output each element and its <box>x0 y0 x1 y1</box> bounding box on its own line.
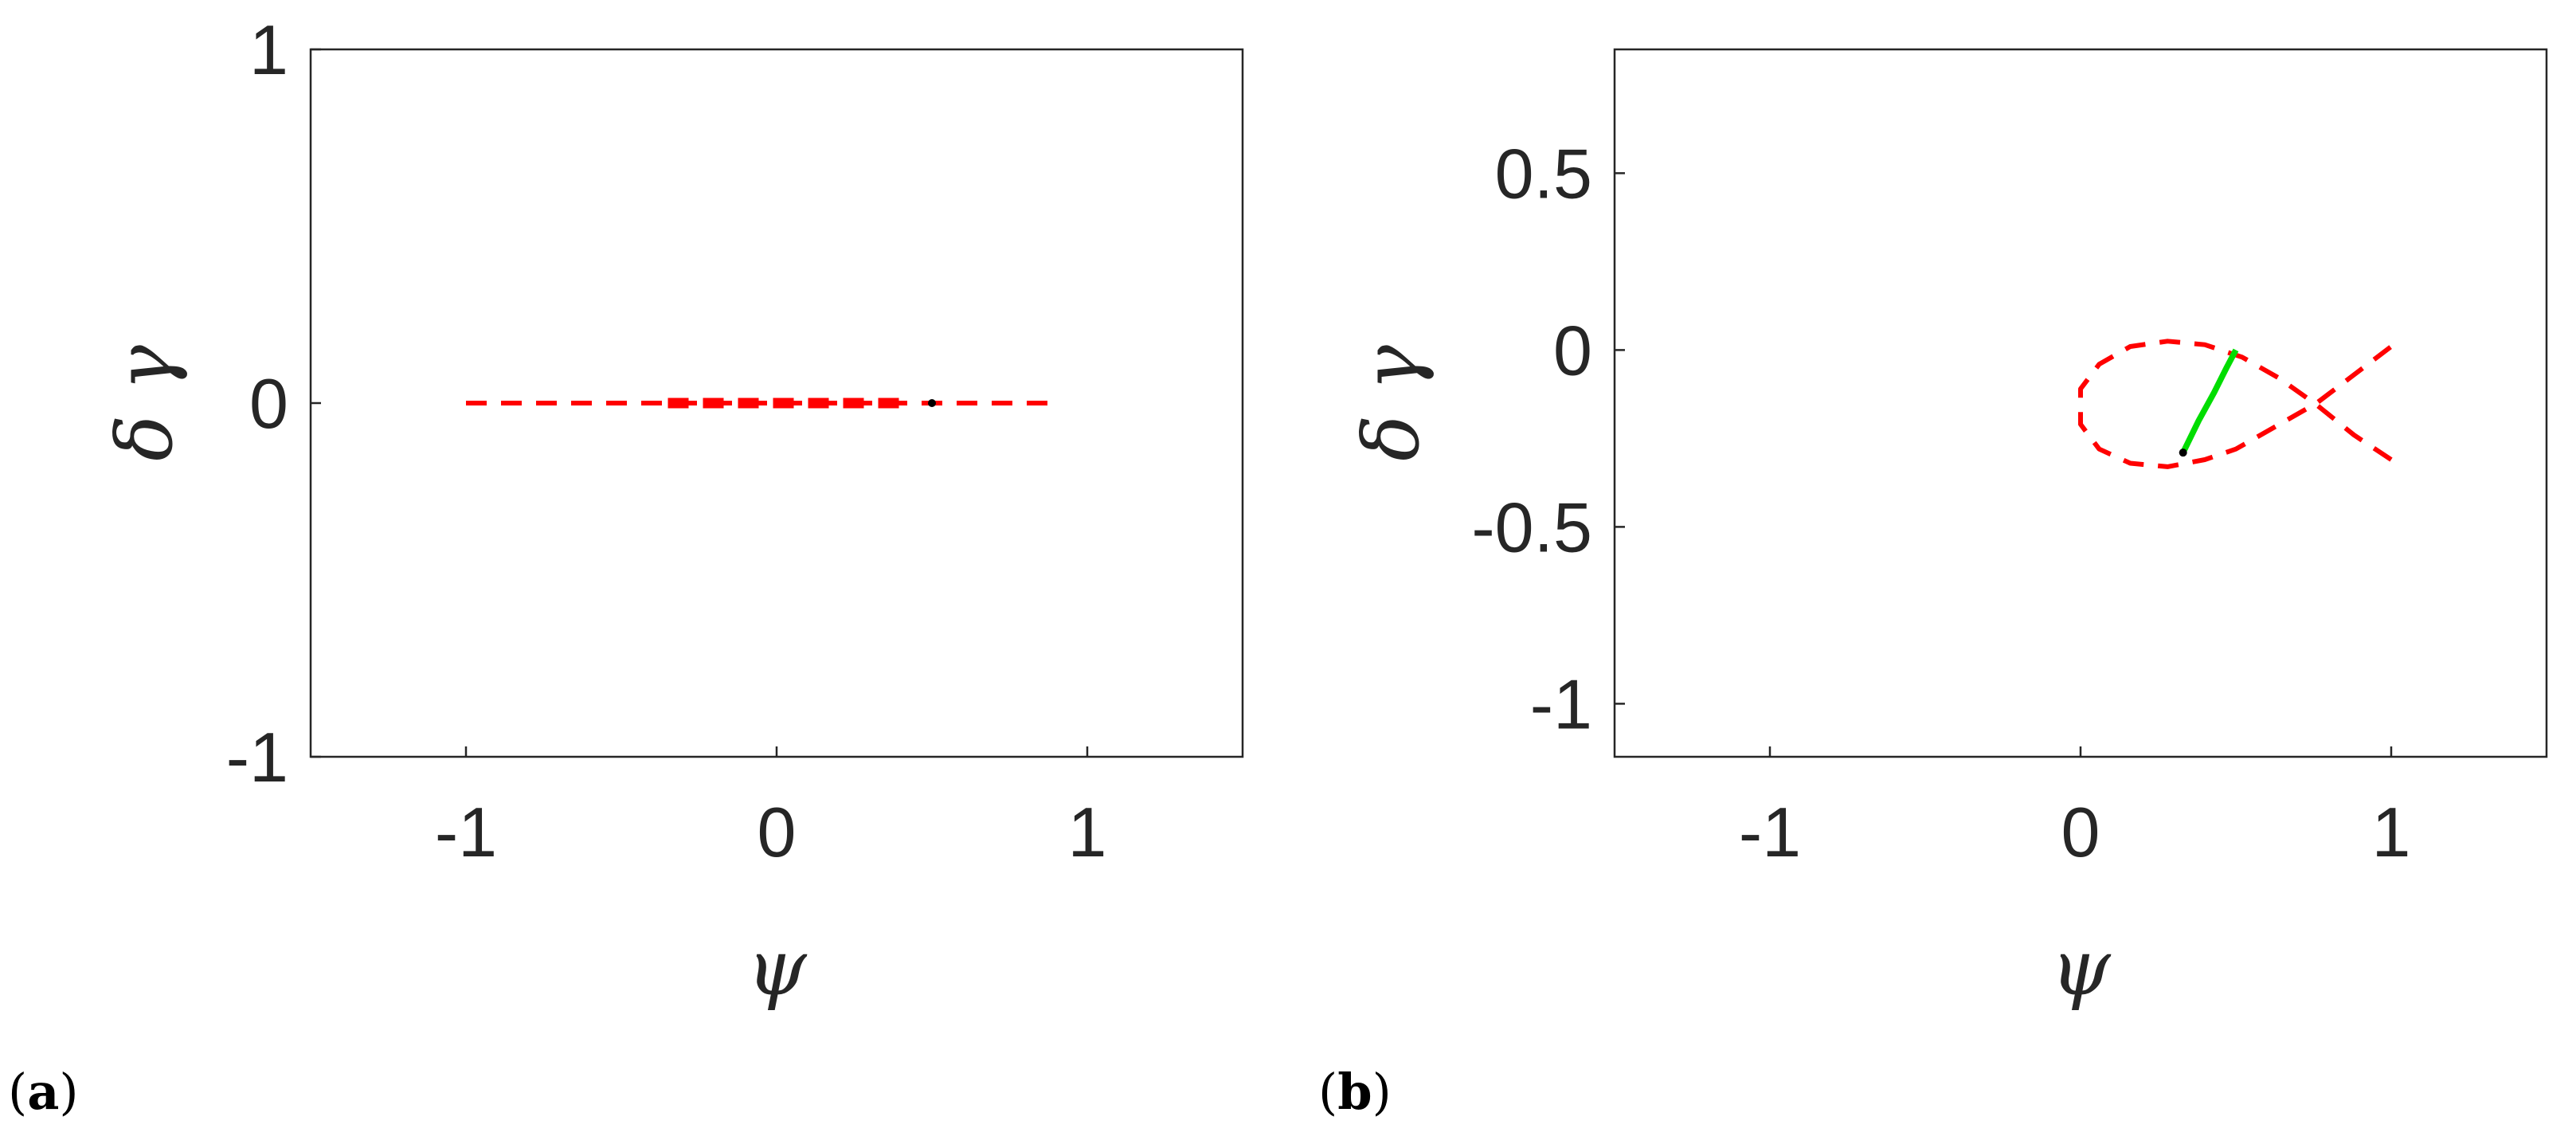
y-tick-label: -1 <box>1530 664 1592 743</box>
x-tick-label: -1 <box>1739 793 1801 872</box>
x-tick-label: 1 <box>1068 793 1107 872</box>
x-ticks-a: -1 0 1 <box>435 746 1107 872</box>
panel-letter-b: b <box>1337 1063 1372 1121</box>
marks-b <box>2078 339 2393 469</box>
y-tick-label: 0 <box>249 364 288 443</box>
x-ticks-b: -1 0 1 <box>1739 746 2411 872</box>
y-tick-label: -0.5 <box>1471 488 1592 566</box>
marks-a <box>466 398 1056 409</box>
x-tick-label: 1 <box>2372 793 2411 872</box>
y-ticks-a: -1 0 1 <box>226 10 321 797</box>
data-point <box>928 399 936 407</box>
plot-area-b <box>1613 48 2548 758</box>
panel-label-a: (a) <box>8 1063 79 1121</box>
series-solid-line <box>2180 348 2239 454</box>
panel-b: -1 0 1 -1 -0.5 0 0.5 ψ δ γ (b) <box>1318 48 2548 1121</box>
y-ticks-b: -1 -0.5 0 0.5 <box>1471 134 1625 743</box>
panel-a: -1 0 1 -1 0 1 ψ δ γ (a) <box>8 10 1244 1121</box>
x-tick-label: 0 <box>758 793 797 872</box>
x-axis-label-b: ψ <box>2050 923 2112 1013</box>
x-tick-label: 0 <box>2061 793 2100 872</box>
x-tick-label: -1 <box>435 793 497 872</box>
panel-letter-a: a <box>27 1063 59 1121</box>
series-dashed-line <box>2078 339 2393 469</box>
y-tick-label: 0.5 <box>1495 134 1592 213</box>
data-point <box>2179 448 2187 457</box>
y-axis-label-a: δ γ <box>100 345 190 461</box>
y-axis-label-b: δ γ <box>1347 345 1436 461</box>
y-tick-label: -1 <box>226 718 288 797</box>
panel-label-b: (b) <box>1318 1063 1392 1121</box>
y-tick-label: 1 <box>249 10 288 89</box>
y-tick-label: 0 <box>1553 311 1592 390</box>
x-axis-label-a: ψ <box>746 923 808 1013</box>
